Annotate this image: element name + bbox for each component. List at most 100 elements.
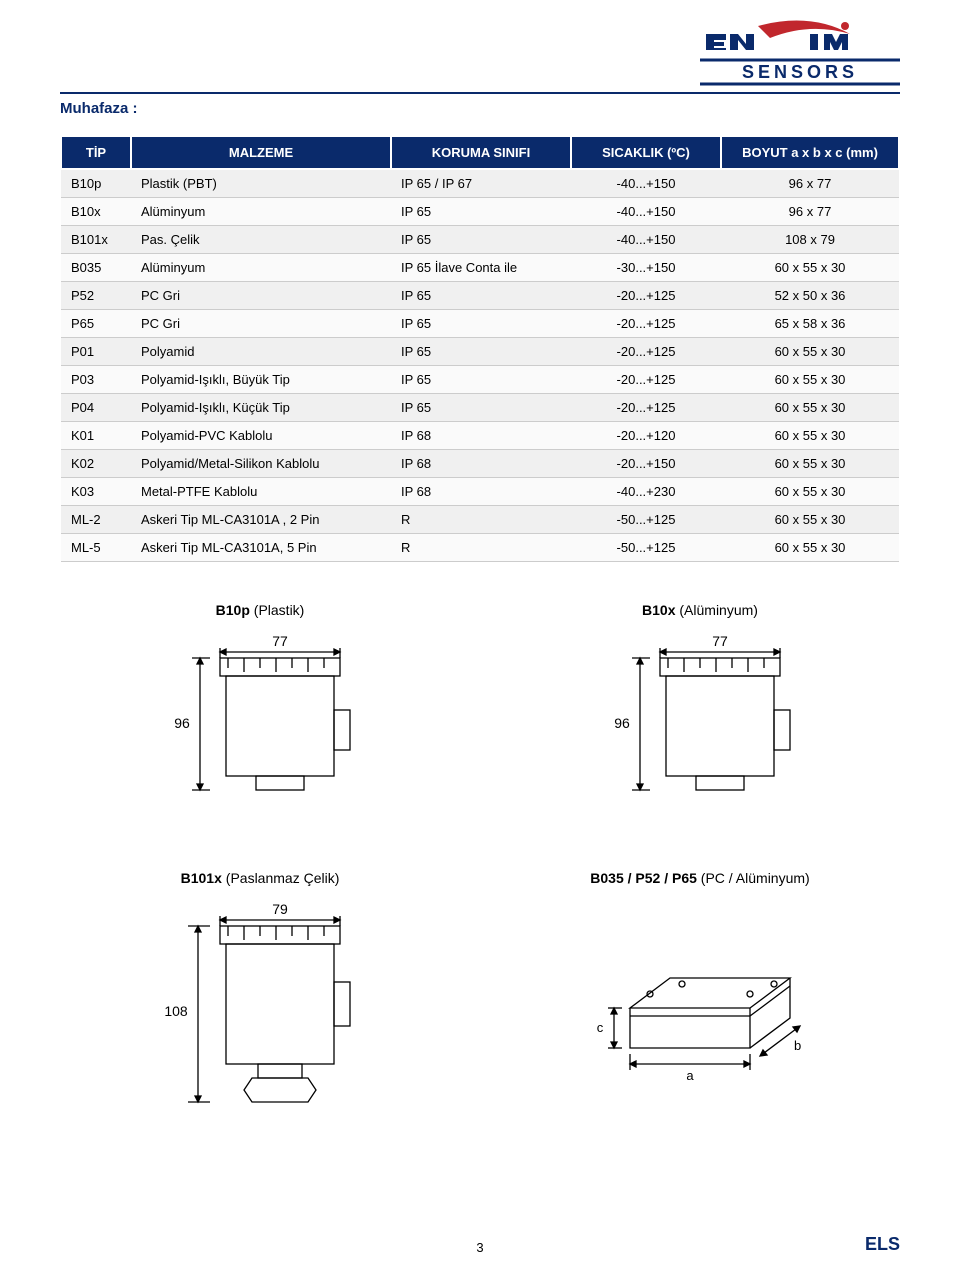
- diagram-b10x-title-bold: B10x: [642, 602, 675, 618]
- table-cell: K02: [61, 450, 131, 478]
- table-row: B10pPlastik (PBT)IP 65 / IP 67-40...+150…: [61, 169, 899, 198]
- table-cell: P65: [61, 310, 131, 338]
- diagram-b101x-title-bold: B101x: [181, 870, 222, 886]
- diagram-b035-title-rest: (PC / Alüminyum): [697, 870, 810, 886]
- logo: SENSORS: [700, 20, 900, 90]
- table-row: P04Polyamid-Işıklı, Küçük TipIP 65-20...…: [61, 394, 899, 422]
- table-cell: 65 x 58 x 36: [721, 310, 899, 338]
- table-cell: -20...+120: [571, 422, 721, 450]
- table-cell: PC Gri: [131, 310, 391, 338]
- table-cell: IP 68: [391, 450, 571, 478]
- table-cell: Plastik (PBT): [131, 169, 391, 198]
- diagram-b10x: B10x (Alüminyum): [500, 602, 900, 830]
- col-koruma: KORUMA SINIFI: [391, 136, 571, 169]
- table-cell: B10x: [61, 198, 131, 226]
- b10p-height-label: 96: [174, 715, 190, 731]
- table-cell: 60 x 55 x 30: [721, 478, 899, 506]
- table-cell: ML-5: [61, 534, 131, 562]
- table-cell: B10p: [61, 169, 131, 198]
- table-cell: -20...+125: [571, 282, 721, 310]
- col-boyut: BOYUT a x b x c (mm): [721, 136, 899, 169]
- table-cell: -40...+150: [571, 226, 721, 254]
- table-cell: -20...+125: [571, 338, 721, 366]
- table-cell: ML-2: [61, 506, 131, 534]
- table-cell: -20...+125: [571, 394, 721, 422]
- table-cell: -40...+150: [571, 169, 721, 198]
- enclosure-table: TİP MALZEME KORUMA SINIFI SICAKLIK (ºC) …: [60, 135, 900, 562]
- diagram-b10p: B10p (Plastik): [60, 602, 460, 830]
- table-cell: IP 65: [391, 226, 571, 254]
- b035-label-b: b: [794, 1038, 801, 1053]
- table-row: P01PolyamidIP 65-20...+12560 x 55 x 30: [61, 338, 899, 366]
- table-cell: 60 x 55 x 30: [721, 366, 899, 394]
- table-row: K02Polyamid/Metal-Silikon KabloluIP 68-2…: [61, 450, 899, 478]
- diagram-b10x-title-rest: (Alüminyum): [676, 602, 758, 618]
- table-cell: 60 x 55 x 30: [721, 506, 899, 534]
- table-cell: 60 x 55 x 30: [721, 534, 899, 562]
- table-cell: Metal-PTFE Kablolu: [131, 478, 391, 506]
- table-cell: P52: [61, 282, 131, 310]
- diagram-b101x-title-rest: (Paslanmaz Çelik): [222, 870, 339, 886]
- table-cell: Alüminyum: [131, 198, 391, 226]
- page-number: 3: [0, 1240, 960, 1255]
- table-cell: Askeri Tip ML-CA3101A , 2 Pin: [131, 506, 391, 534]
- table-cell: K01: [61, 422, 131, 450]
- b035-label-a: a: [686, 1068, 694, 1083]
- b101x-height-label: 108: [164, 1003, 188, 1019]
- table-cell: R: [391, 506, 571, 534]
- col-malzeme: MALZEME: [131, 136, 391, 169]
- table-cell: B035: [61, 254, 131, 282]
- footer-brand: ELS: [865, 1234, 900, 1255]
- table-cell: K03: [61, 478, 131, 506]
- top-horizontal-rule: [60, 92, 900, 94]
- b10x-width-label: 77: [712, 633, 728, 649]
- diagram-b101x: B101x (Paslanmaz Çelik): [60, 870, 460, 1128]
- table-cell: Pas. Çelik: [131, 226, 391, 254]
- table-cell: 60 x 55 x 30: [721, 338, 899, 366]
- table-cell: Polyamid-PVC Kablolu: [131, 422, 391, 450]
- table-cell: -20...+125: [571, 310, 721, 338]
- table-cell: 60 x 55 x 30: [721, 254, 899, 282]
- table-row: P03Polyamid-Işıklı, Büyük TipIP 65-20...…: [61, 366, 899, 394]
- table-cell: 52 x 50 x 36: [721, 282, 899, 310]
- diagram-b035-title-bold: B035 / P52 / P65: [590, 870, 697, 886]
- table-cell: 60 x 55 x 30: [721, 422, 899, 450]
- col-tip: TİP: [61, 136, 131, 169]
- table-cell: R: [391, 534, 571, 562]
- table-cell: 60 x 55 x 30: [721, 450, 899, 478]
- diagram-b10p-title-rest: (Plastik): [250, 602, 304, 618]
- table-cell: Polyamid/Metal-Silikon Kablolu: [131, 450, 391, 478]
- table-cell: -40...+150: [571, 198, 721, 226]
- table-row: ML-5Askeri Tip ML-CA3101A, 5 PinR-50...+…: [61, 534, 899, 562]
- table-cell: 108 x 79: [721, 226, 899, 254]
- table-cell: B101x: [61, 226, 131, 254]
- table-cell: IP 65: [391, 338, 571, 366]
- table-cell: P01: [61, 338, 131, 366]
- table-row: B10xAlüminyumIP 65-40...+15096 x 77: [61, 198, 899, 226]
- table-cell: -50...+125: [571, 534, 721, 562]
- table-row: P52PC GriIP 65-20...+12552 x 50 x 36: [61, 282, 899, 310]
- table-row: K01Polyamid-PVC KabloluIP 68-20...+12060…: [61, 422, 899, 450]
- diagram-b10p-title-bold: B10p: [216, 602, 250, 618]
- b101x-width-label: 79: [272, 901, 288, 917]
- table-cell: Alüminyum: [131, 254, 391, 282]
- table-cell: IP 68: [391, 478, 571, 506]
- logo-sensors-text: SENSORS: [742, 62, 858, 82]
- table-cell: IP 65 / IP 67: [391, 169, 571, 198]
- b10x-height-label: 96: [614, 715, 630, 731]
- table-cell: Polyamid-Işıklı, Küçük Tip: [131, 394, 391, 422]
- b035-label-c: c: [597, 1020, 604, 1035]
- table-cell: IP 65: [391, 366, 571, 394]
- table-row: B101xPas. ÇelikIP 65-40...+150108 x 79: [61, 226, 899, 254]
- table-cell: P03: [61, 366, 131, 394]
- table-row: K03Metal-PTFE KabloluIP 68-40...+23060 x…: [61, 478, 899, 506]
- table-cell: IP 65: [391, 394, 571, 422]
- table-cell: IP 65 İlave Conta ile: [391, 254, 571, 282]
- table-cell: -20...+125: [571, 366, 721, 394]
- b10p-width-label: 77: [272, 633, 288, 649]
- table-cell: Polyamid: [131, 338, 391, 366]
- table-cell: 96 x 77: [721, 198, 899, 226]
- table-cell: -20...+150: [571, 450, 721, 478]
- table-cell: IP 68: [391, 422, 571, 450]
- table-cell: -30...+150: [571, 254, 721, 282]
